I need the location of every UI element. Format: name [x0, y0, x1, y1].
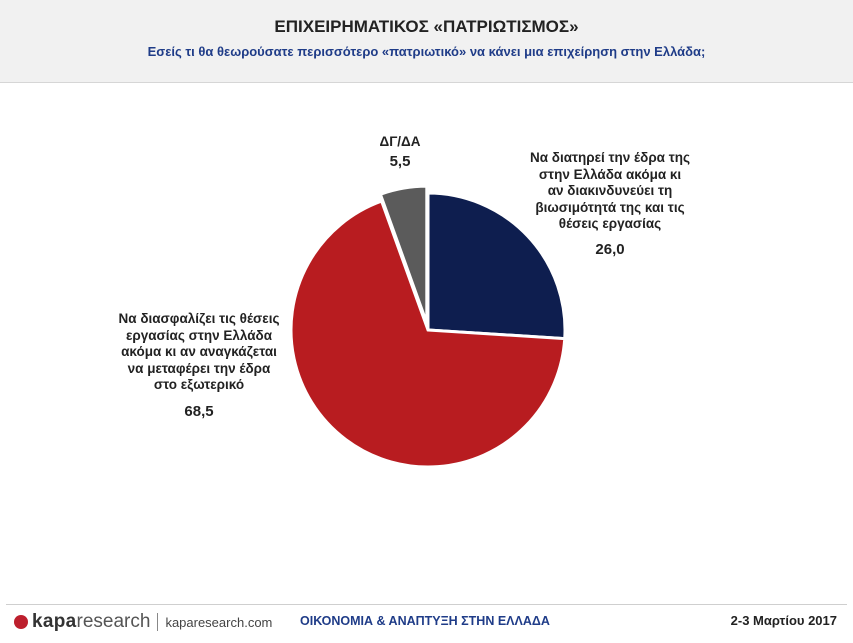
logo-dot-icon	[14, 615, 28, 629]
footer-divider	[6, 604, 847, 605]
logo-separator	[157, 613, 159, 631]
slice-value-dk-na: 5,5	[389, 153, 411, 170]
logo-bold-text: kapa	[32, 611, 77, 632]
slice-label-dk-na: ΔΓ/ΔΑ	[379, 134, 421, 149]
slice-label-protect-jobs: Να διασφαλίζει τις θέσεις εργασίας στην …	[118, 311, 280, 392]
slice-value-protect-jobs: 68,5	[184, 403, 214, 420]
slice-label-keep-hq: Να διατηρεί την έδρα της στην Ελλάδα ακό…	[529, 150, 691, 231]
logo-light-text: research	[76, 611, 151, 632]
page-subtitle: Εσείς τι θα θεωρούσατε περισσότερο «πατρ…	[147, 44, 706, 59]
slice-value-keep-hq: 26,0	[595, 241, 625, 258]
footer-url: kaparesearch.com	[165, 614, 273, 630]
page-title: ΕΠΙΧΕΙΡΗΜΑΤΙΚΟΣ «ΠΑΤΡΙΩΤΙΣΜΟΣ»	[274, 17, 579, 36]
pie-slice-keep-hq	[426, 191, 567, 341]
footer-date: 2-3 Μαρτίου 2017	[730, 613, 837, 628]
kapa-research-logo: kapa research kaparesearch.com	[14, 610, 272, 634]
header-bar: ΕΠΙΧΕΙΡΗΜΑΤΙΚΟΣ «ΠΑΤΡΙΩΤΙΣΜΟΣ» Εσείς τι …	[0, 0, 853, 83]
footer-section: ΟΙΚΟΝΟΜΙΑ & ΑΝΑΠΤΥΞΗ ΣΤΗΝ ΕΛΛΑΔΑ	[300, 614, 550, 628]
pie-slice-protect-jobs	[289, 199, 567, 469]
pie-slice-dk-na	[378, 184, 429, 324]
